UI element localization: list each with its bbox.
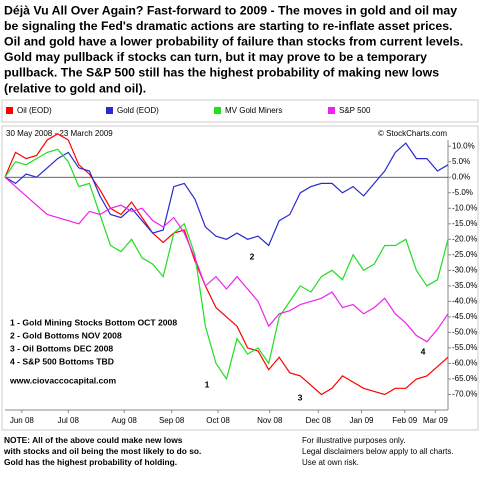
header-line: Déjà Vu All Over Again? Fast-forward to … (4, 3, 457, 17)
website: www.ciovaccocapital.com (9, 375, 117, 385)
point-label: 3 (298, 392, 303, 402)
header-line: (relative to gold and oil). (4, 81, 146, 95)
point-label: 2 (250, 251, 255, 261)
x-tick-label: Oct 08 (206, 416, 230, 425)
note-right: Use at own risk. (302, 458, 359, 467)
point-label: 4 (421, 346, 426, 356)
point-label: 1 (205, 379, 210, 389)
annotation-box (7, 316, 182, 388)
header-line: Gold may pullback if stocks can turn, bu… (4, 50, 427, 64)
x-tick-label: Aug 08 (112, 416, 138, 425)
note-left: Gold has the highest probability of hold… (4, 457, 177, 467)
x-tick-label: Sep 08 (159, 416, 185, 425)
y-tick-label: -70.0% (452, 390, 477, 399)
y-tick-label: -10.0% (452, 203, 477, 212)
legend-swatch (328, 107, 335, 114)
y-tick-label: -30.0% (452, 265, 477, 274)
header-line: Oil and gold have a lower probability of… (4, 34, 463, 48)
header-line: be signaling the Fed's dramatic actions … (4, 19, 452, 33)
y-tick-label: -40.0% (452, 296, 477, 305)
y-tick-label: 5.0% (452, 157, 470, 166)
y-tick-label: -65.0% (452, 374, 477, 383)
legend-swatch (214, 107, 221, 114)
legend-swatch (106, 107, 113, 114)
y-tick-label: -5.0% (452, 188, 473, 197)
annotation: 3 - Oil Bottoms DEC 2008 (10, 343, 113, 353)
y-tick-label: -60.0% (452, 359, 477, 368)
note-left: NOTE: All of the above could make new lo… (4, 435, 183, 445)
annotation: 1 - Gold Mining Stocks Bottom OCT 2008 (10, 317, 177, 327)
legend-label: Gold (EOD) (117, 106, 159, 115)
y-tick-label: 0.0% (452, 172, 470, 181)
note-right: For illustrative purposes only. (302, 436, 405, 445)
x-tick-label: Jul 08 (58, 416, 80, 425)
note-right: Legal disclaimers below apply to all cha… (302, 447, 454, 456)
x-tick-label: Jan 09 (349, 416, 374, 425)
legend-label: Oil (EOD) (17, 106, 52, 115)
x-tick-label: Feb 09 (392, 416, 417, 425)
y-tick-label: 10.0% (452, 141, 475, 150)
x-tick-label: Nov 08 (257, 416, 283, 425)
y-tick-label: -15.0% (452, 219, 477, 228)
legend-label: S&P 500 (339, 106, 371, 115)
y-tick-label: -55.0% (452, 343, 477, 352)
legend-swatch (6, 107, 13, 114)
legend-label: MV Gold Miners (225, 106, 282, 115)
y-tick-label: -25.0% (452, 250, 477, 259)
series-line (4, 142, 449, 247)
y-tick-label: -45.0% (452, 312, 477, 321)
series-line (4, 133, 449, 396)
note-left: with stocks and oil being the most likel… (3, 446, 201, 456)
x-tick-label: Dec 08 (306, 416, 332, 425)
annotation: 4 - S&P 500 Bottoms TBD (10, 356, 114, 366)
y-tick-label: -35.0% (452, 281, 477, 290)
annotation: 2 - Gold Bottoms NOV 2008 (10, 330, 122, 340)
header-line: pullback. The S&P 500 still has the high… (4, 66, 439, 80)
x-tick-label: Mar 09 (423, 416, 448, 425)
series-line (4, 176, 449, 343)
series-line (4, 148, 449, 381)
chart-credit: © StockCharts.com (378, 129, 447, 138)
x-tick-label: Jun 08 (10, 416, 35, 425)
chart-subtitle: 30 May 2008 - 23 March 2009 (6, 129, 113, 138)
legend-box (1, 99, 479, 123)
y-tick-label: -20.0% (452, 234, 477, 243)
y-tick-label: -50.0% (452, 328, 477, 337)
